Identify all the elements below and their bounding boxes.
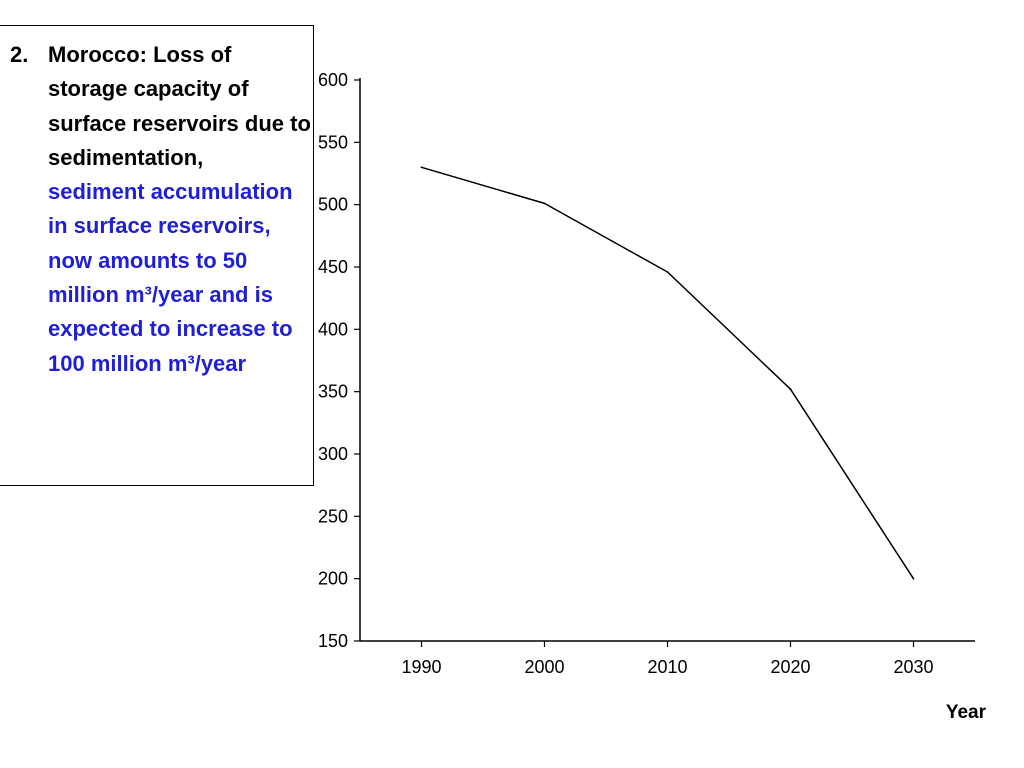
list-item-text: Morocco: Loss of storage capacity of sur… xyxy=(48,38,312,381)
item-detail: sediment accumulation in surface reservo… xyxy=(48,179,293,376)
y-tick-label: 300 xyxy=(318,444,348,464)
data-point xyxy=(543,202,546,205)
series-line xyxy=(421,166,915,580)
x-tick-label: 2010 xyxy=(647,657,687,677)
y-tick-label: 350 xyxy=(318,382,348,402)
data-point xyxy=(912,577,915,580)
x-tick-label: 2000 xyxy=(524,657,564,677)
x-tick-label: 2030 xyxy=(893,657,933,677)
y-tick-label: 600 xyxy=(318,70,348,90)
y-tick-label: 400 xyxy=(318,319,348,339)
y-tick-label: 450 xyxy=(318,257,348,277)
x-tick-label: 1990 xyxy=(401,657,441,677)
y-tick-label: 250 xyxy=(318,506,348,526)
x-axis-label: Year xyxy=(946,702,987,723)
y-axis-ticks: 150 200 250 300 350 400 450 500 550 600 xyxy=(318,70,360,651)
y-tick-label: 200 xyxy=(318,569,348,589)
chart-series xyxy=(420,166,915,580)
y-tick-label: 150 xyxy=(318,631,348,651)
data-point xyxy=(420,166,423,169)
x-axis-ticks: 1990 2000 2010 2020 2030 xyxy=(401,641,934,677)
data-point xyxy=(789,388,792,391)
list-item-number: 2. xyxy=(10,42,29,67)
data-point xyxy=(666,271,669,273)
y-tick-label: 500 xyxy=(318,195,348,215)
x-tick-label: 2020 xyxy=(770,657,810,677)
item-heading: Morocco: Loss of storage capacity of sur… xyxy=(48,42,311,170)
chart-axes xyxy=(359,78,975,642)
slide-text-box: 2. Morocco: Loss of storage capacity of … xyxy=(0,25,314,486)
y-tick-label: 550 xyxy=(318,132,348,152)
